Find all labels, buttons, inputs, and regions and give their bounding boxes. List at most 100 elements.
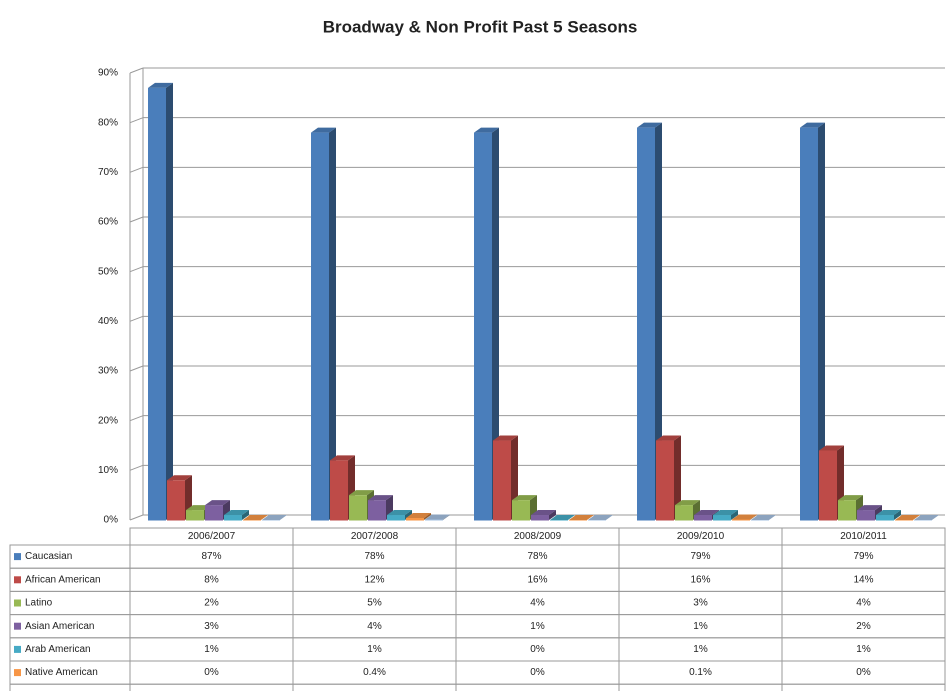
bar-front [167, 480, 185, 521]
data-label: 1% [367, 644, 382, 655]
bar-front [675, 505, 693, 521]
bar-front [224, 515, 242, 521]
table-header: 2008/2009 [514, 531, 562, 542]
legend-label: Asian American [25, 621, 94, 632]
data-label: 1% [530, 621, 545, 632]
bar-front [713, 515, 731, 521]
bar-front [914, 520, 932, 521]
bar-top [425, 514, 450, 520]
bar-top [656, 435, 681, 441]
data-label: 0% [856, 667, 871, 678]
bar-top [732, 514, 757, 520]
legend-swatch [14, 553, 21, 561]
bar-front [838, 500, 856, 521]
bar-front [148, 87, 166, 521]
y-tick-label: 60% [98, 217, 118, 228]
bar-front [637, 127, 655, 521]
bar-top [914, 515, 939, 520]
data-label: 14% [853, 574, 873, 585]
legend-swatch [14, 622, 21, 630]
data-label: 78% [364, 551, 384, 562]
bar-top [474, 127, 499, 133]
table-header: 2006/2007 [188, 531, 236, 542]
bar-top [311, 127, 336, 133]
bar [474, 127, 499, 521]
data-label: 0.4% [363, 667, 386, 678]
bar [914, 515, 939, 521]
bar-top [857, 505, 882, 511]
grid-line-side [129, 365, 144, 372]
bar [531, 510, 556, 521]
bar-front [262, 520, 280, 521]
bar-top [800, 122, 825, 128]
grid-line-side [129, 67, 144, 74]
bar [751, 515, 776, 521]
bar-top [569, 515, 594, 520]
bar [588, 515, 613, 521]
data-label: 4% [367, 621, 382, 632]
bar [637, 122, 662, 521]
grid-line-side [129, 216, 144, 223]
bar [243, 515, 268, 521]
bar-front [694, 515, 712, 521]
bar-top [349, 490, 374, 496]
bar-front [800, 127, 818, 521]
bar-front [387, 515, 405, 521]
bar-top [713, 510, 738, 516]
bar [406, 513, 431, 521]
bar-top [675, 500, 700, 506]
bar-top [637, 122, 662, 128]
bar-front [493, 440, 511, 521]
bar-top [895, 515, 920, 520]
bar-side [750, 514, 757, 520]
data-label: 87% [201, 551, 221, 562]
bar-front [512, 500, 530, 521]
data-label: 5% [367, 598, 382, 609]
bar [224, 510, 249, 521]
bar-top [694, 510, 719, 516]
bar-side [166, 82, 173, 521]
bar [148, 82, 173, 521]
bar-front [425, 519, 443, 521]
y-tick-label: 0% [104, 515, 119, 526]
bar-top [550, 515, 575, 520]
table-header: 2010/2011 [840, 531, 887, 542]
legend-label: Native American [25, 667, 98, 678]
bar-top [819, 445, 844, 451]
bar-side [424, 513, 431, 520]
bar-side [443, 514, 450, 520]
bar-front [531, 515, 549, 521]
bar [569, 515, 594, 521]
legend-label: Caucasian [25, 551, 72, 562]
bar-top [838, 495, 863, 501]
bar-top [243, 515, 268, 520]
bar-top [167, 475, 192, 481]
bar-top [368, 495, 393, 501]
bar-top [512, 495, 537, 501]
bar-front [751, 520, 769, 521]
data-label: 16% [690, 574, 710, 585]
bar-front [205, 505, 223, 521]
bar-side [492, 127, 499, 520]
legend-swatch [14, 576, 21, 584]
data-label: 0% [530, 644, 545, 655]
legend-label: Latino [25, 598, 53, 609]
bar-top [493, 435, 518, 441]
bar-side [655, 122, 662, 520]
bar-front [311, 132, 329, 521]
y-tick-label: 70% [98, 167, 118, 178]
data-label: 3% [204, 621, 219, 632]
y-tick-label: 90% [98, 68, 118, 79]
data-label: 0% [204, 667, 219, 678]
data-label: 2% [856, 621, 871, 632]
bar-top [751, 515, 776, 520]
bar-front [243, 520, 261, 521]
bar-top [224, 510, 249, 516]
legend-swatch [14, 599, 21, 607]
data-label: 1% [204, 644, 219, 655]
data-label: 16% [527, 574, 547, 585]
table-row [9, 614, 946, 639]
bar-front [406, 518, 424, 521]
bar-front [895, 520, 913, 521]
legend-swatch [14, 669, 21, 677]
